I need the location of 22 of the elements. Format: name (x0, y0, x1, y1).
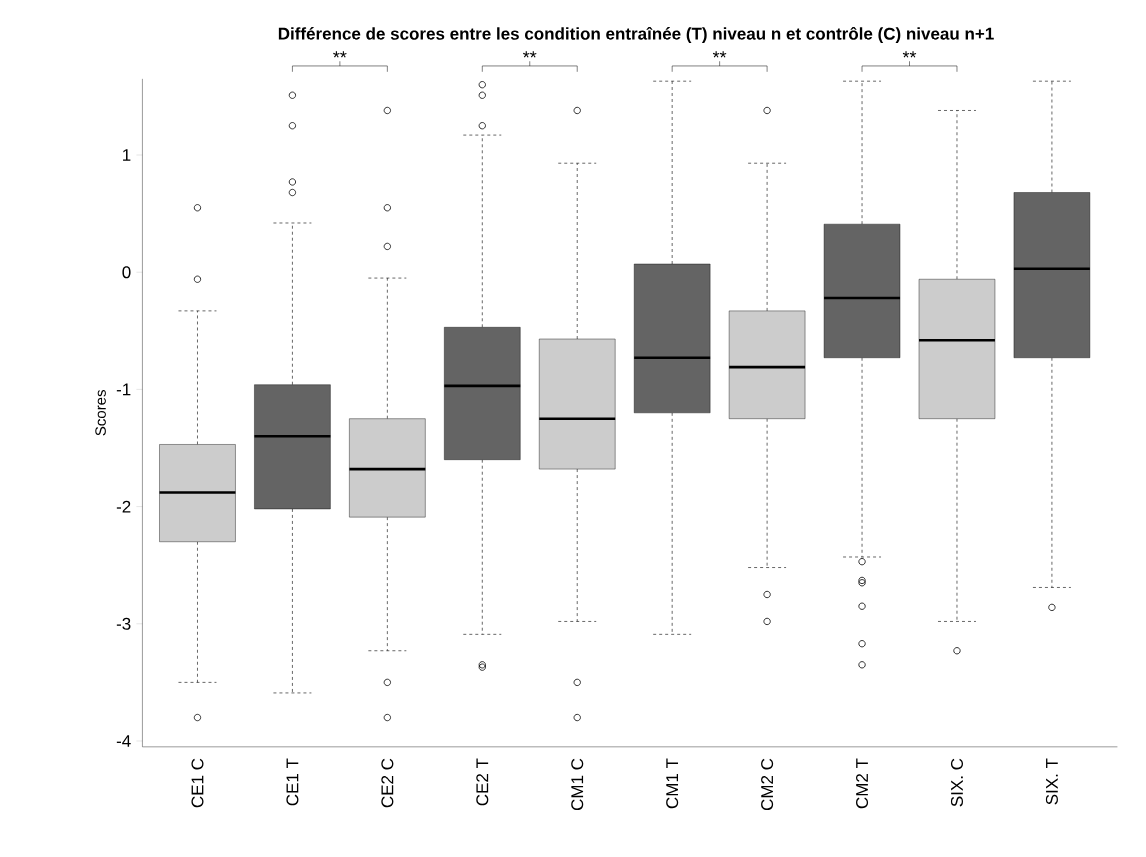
y-tick-label: -2 (116, 500, 131, 513)
x-tick-label: CM2 T (856, 758, 869, 809)
y-tick-label: 1 (123, 149, 131, 161)
x-tick-label: CE1 T (286, 758, 299, 806)
text: ** (333, 51, 347, 58)
chart-title: Différence de scores entre les condition entraînée (T) niveau n et contrôle (C) niveau n+1 (278, 26, 994, 44)
x-tick-label: CM2 C (761, 758, 774, 811)
x-tick-label: SIX. T (1045, 758, 1058, 805)
x-tick-label: CE1 C (191, 758, 204, 808)
x-tick-label: CM1 C (571, 758, 584, 811)
x-tick-label: SIX. C (950, 758, 963, 807)
text: ** (712, 51, 727, 58)
text: ** (523, 51, 537, 58)
y-tick-label: -3 (116, 617, 131, 630)
x-tick-label: CE2 T (476, 758, 489, 806)
x-tick-label: CE2 C (381, 758, 394, 808)
text: ** (902, 51, 917, 58)
y-tick-label: -1 (116, 383, 131, 396)
x-tick-label: CM1 T (666, 758, 679, 809)
y-axis-title: Scores (95, 390, 106, 436)
y-tick-label: 0 (122, 266, 131, 279)
y-tick-label: -4 (116, 735, 131, 747)
